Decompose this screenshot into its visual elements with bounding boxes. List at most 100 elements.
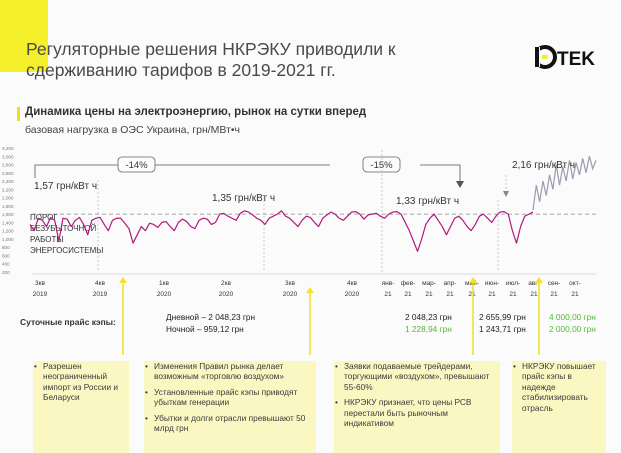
box2-item: Установленные прайс кэпы приводят убытка… [144, 387, 316, 408]
price-annotation: 1,57 грн/кВт ч [34, 181, 97, 192]
guide-arrowhead [503, 191, 509, 197]
x-tick-label: 2020 [283, 291, 298, 298]
cap-g2-day: 2 048,23 грн [405, 312, 452, 322]
x-tick-label: 4кв [95, 280, 105, 287]
x-tick-label: 21 [468, 291, 476, 298]
x-tick-label: июл- [506, 280, 520, 287]
price-annotation: 1,35 грн/кВт ч [212, 193, 275, 204]
x-tick-label: 21 [571, 291, 579, 298]
x-tick-label: 21 [488, 291, 496, 298]
cap-g3-night: 1 228,94 грн [405, 324, 452, 334]
info-box-4: НКРЭКУ повышает прайс кэпы в надежде ста… [512, 361, 606, 453]
reduction-badge-2-text: -15% [370, 160, 393, 171]
price-annotation: 1,33 грн/кВт ч [396, 196, 459, 207]
info-box-1: Разрешен неограниченный импорт из России… [33, 361, 129, 453]
x-tick-label: 2019 [33, 291, 48, 298]
y-tick-label: 2,200 [2, 187, 14, 192]
bracket-line [34, 164, 118, 178]
y-tick-label: 2,400 [2, 179, 14, 184]
x-tick-label: 21 [384, 291, 392, 298]
info-box-3: Заявки подаваемые трейдерами, торгующими… [334, 361, 500, 453]
y-tick-label: 1,800 [2, 204, 14, 209]
decorative-yellow-square [0, 0, 48, 72]
x-tick-label: 21 [509, 291, 517, 298]
y-tick-label: 1,000 [2, 237, 14, 242]
connector-arrowhead [119, 277, 127, 283]
info-box-2: Изменения Правил рынка делает возможным … [144, 361, 316, 453]
threshold-label: БЕЗУБЫТОЧНОЙ [30, 224, 96, 233]
reduction-badge-2 [362, 156, 401, 173]
y-tick-label: 800 [2, 245, 10, 250]
y-tick-label: 200 [2, 270, 10, 275]
x-tick-label: 21 [446, 291, 454, 298]
chart-title-accent [17, 107, 20, 121]
svg-text:TEK: TEK [557, 49, 595, 70]
price-annotation: 2,16 грн/кВт ч [512, 160, 575, 171]
reduction-badge-1 [117, 156, 156, 173]
y-tick-label: 2,000 [2, 196, 14, 201]
connector-arrowhead [469, 277, 477, 283]
connector-arrowhead [306, 287, 314, 293]
x-tick-label: 2020 [345, 291, 360, 298]
x-tick-label: 2кв [221, 280, 231, 287]
slide-title: Регуляторные решения НКРЭКУ приводили к … [26, 39, 466, 81]
x-tick-label: 21 [550, 291, 558, 298]
dtek-logo-mark: TEK [533, 45, 595, 70]
reduction-badge-1-text: -14% [125, 160, 148, 171]
x-tick-label: окт- [569, 280, 581, 287]
y-tick-label: 600 [2, 253, 10, 258]
x-tick-label: 1кв [159, 280, 169, 287]
y-tick-label: 1,200 [2, 229, 14, 234]
bracket-arrowhead [456, 181, 464, 188]
x-tick-label: апр- [444, 280, 457, 287]
connector-arrowhead [535, 277, 543, 283]
x-tick-label: 21 [404, 291, 412, 298]
cap-g2-night: 1 243,71 грн [479, 324, 526, 334]
x-tick-label: мар- [422, 280, 436, 287]
box3-item: Заявки подаваемые трейдерами, торгующими… [334, 361, 500, 392]
x-tick-label: сен- [548, 280, 561, 287]
threshold-label: РАБОТЫ [30, 235, 64, 244]
box1-item: Разрешен неограниченный импорт из России… [33, 361, 129, 403]
x-tick-label: 4кв [347, 280, 357, 287]
y-tick-label: 2,600 [2, 171, 14, 176]
y-tick-label: 3,200 [2, 146, 14, 151]
cap-g1-day: Дневной – 2 048,23 грн [166, 312, 256, 322]
cap-g4-day: 4 000,00 грн [549, 312, 596, 322]
x-tick-label: 3кв [35, 280, 45, 287]
x-tick-label: 3кв [285, 280, 295, 287]
x-tick-label: авг- [528, 280, 540, 287]
price-caps-label: Суточные прайс кэпы: [20, 317, 116, 327]
slide-title-line1: Регуляторные решения НКРЭКУ приводили к [26, 39, 396, 59]
x-tick-label: 2019 [93, 291, 108, 298]
y-tick-label: 3,000 [2, 154, 14, 159]
x-tick-label: янв- [382, 280, 395, 287]
cap-g3-day: 2 655,99 грн [479, 312, 526, 322]
cap-g1-night: Ночной – 959,12 грн [166, 324, 244, 334]
threshold-label: ПОРОГ [30, 213, 58, 222]
x-tick-label: 2020 [157, 291, 172, 298]
cap-g4-night: 2 000,00 грн [549, 324, 596, 334]
reduction-brackets [34, 164, 464, 188]
dtek-logo: TEK [533, 44, 598, 70]
box2-item: Изменения Правил рынка делает возможным … [144, 361, 316, 382]
bracket-line [420, 164, 461, 185]
series-line-rsv [29, 210, 534, 252]
y-tick-label: 1,400 [2, 220, 14, 225]
y-tick-label: 400 [2, 262, 10, 267]
box3-item: НКРЭКУ признает, что цены РСВ перестали … [334, 397, 500, 428]
y-tick-label: 2,800 [2, 163, 14, 168]
chart-title: Динамика цены на электроэнергию, рынок н… [25, 106, 367, 118]
slide-title-line2: сдерживанию тарифов в 2019-2021 гг. [26, 60, 336, 80]
x-tick-label: фев- [401, 280, 416, 287]
box4-item: НКРЭКУ повышает прайс кэпы в надежде ста… [512, 361, 606, 413]
y-tick-label: 1,600 [2, 212, 14, 217]
x-tick-label: 21 [425, 291, 433, 298]
x-tick-label: июн- [485, 280, 499, 287]
x-tick-label: 2020 [219, 291, 234, 298]
series-line-projection [532, 156, 597, 211]
x-tick-label: 21 [530, 291, 538, 298]
chart-subtitle: базовая нагрузка в ОЭС Украина, грн/МВт•… [25, 124, 241, 136]
threshold-label: ЭНЕРГОСИСТЕМЫ [30, 246, 103, 255]
